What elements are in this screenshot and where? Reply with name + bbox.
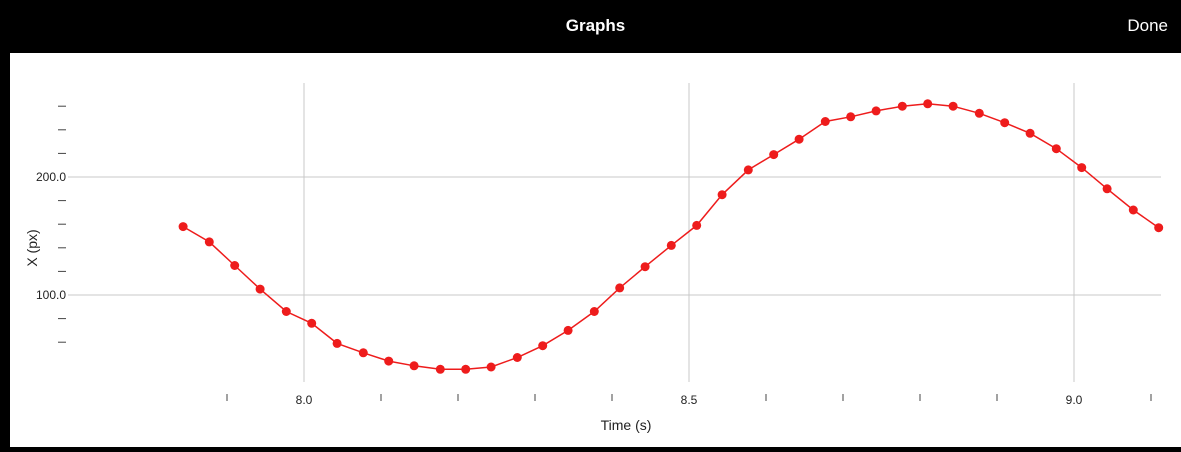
data-point	[897, 101, 907, 111]
data-point	[1025, 128, 1035, 138]
x-tick-label: 8.0	[296, 393, 313, 407]
x-tick-label: 9.0	[1066, 393, 1083, 407]
data-point	[486, 362, 496, 372]
done-button[interactable]: Done	[1127, 16, 1168, 35]
data-point	[948, 101, 958, 111]
data-point	[871, 106, 881, 116]
data-point	[820, 117, 830, 126]
grid-layer	[68, 83, 1161, 382]
data-points-layer	[178, 99, 1164, 374]
data-point	[1077, 163, 1087, 173]
data-point	[1051, 144, 1061, 154]
data-point	[743, 165, 753, 175]
data-point	[461, 364, 471, 374]
data-point	[512, 353, 522, 362]
data-point	[692, 220, 702, 230]
tick-labels-layer: 8.0 8.5 9.0 100.0 200.0	[36, 170, 1083, 407]
data-point	[1128, 205, 1138, 215]
data-point	[1102, 184, 1112, 194]
data-point	[230, 261, 240, 270]
data-point	[640, 262, 650, 272]
data-point	[846, 112, 856, 122]
ticks-layer	[58, 105, 1152, 401]
data-point	[255, 284, 265, 294]
data-point	[666, 240, 676, 250]
x-axis-label: Time (s)	[601, 417, 652, 433]
y-axis-label: X (px)	[24, 229, 40, 266]
data-point	[717, 190, 727, 200]
page-title: Graphs	[565, 16, 626, 35]
data-point	[332, 338, 342, 348]
data-point	[281, 307, 291, 316]
series-line	[182, 103, 1160, 371]
data-point	[1154, 223, 1164, 233]
data-point	[589, 307, 599, 316]
data-point	[615, 283, 625, 293]
data-point	[1000, 118, 1010, 128]
data-point	[769, 150, 779, 160]
navigation-bar: Graphs Done	[10, 0, 1181, 53]
data-point	[974, 108, 984, 118]
graph-panel: 8.0 8.5 9.0 100.0 200.0 Time (s) X (px)	[10, 53, 1181, 447]
data-point	[178, 222, 188, 232]
data-point	[409, 361, 419, 371]
data-point	[435, 364, 445, 374]
data-point	[358, 348, 368, 358]
data-point	[923, 99, 933, 109]
y-tick-label: 200.0	[36, 170, 66, 184]
data-point	[307, 318, 317, 328]
position-chart[interactable]: 8.0 8.5 9.0 100.0 200.0 Time (s) X (px)	[10, 53, 1181, 447]
y-tick-label: 100.0	[36, 288, 66, 302]
data-point	[538, 341, 548, 351]
data-point	[794, 134, 804, 144]
data-point	[204, 237, 214, 247]
data-point	[563, 325, 573, 335]
x-tick-label: 8.5	[681, 393, 698, 407]
data-point	[384, 356, 394, 366]
